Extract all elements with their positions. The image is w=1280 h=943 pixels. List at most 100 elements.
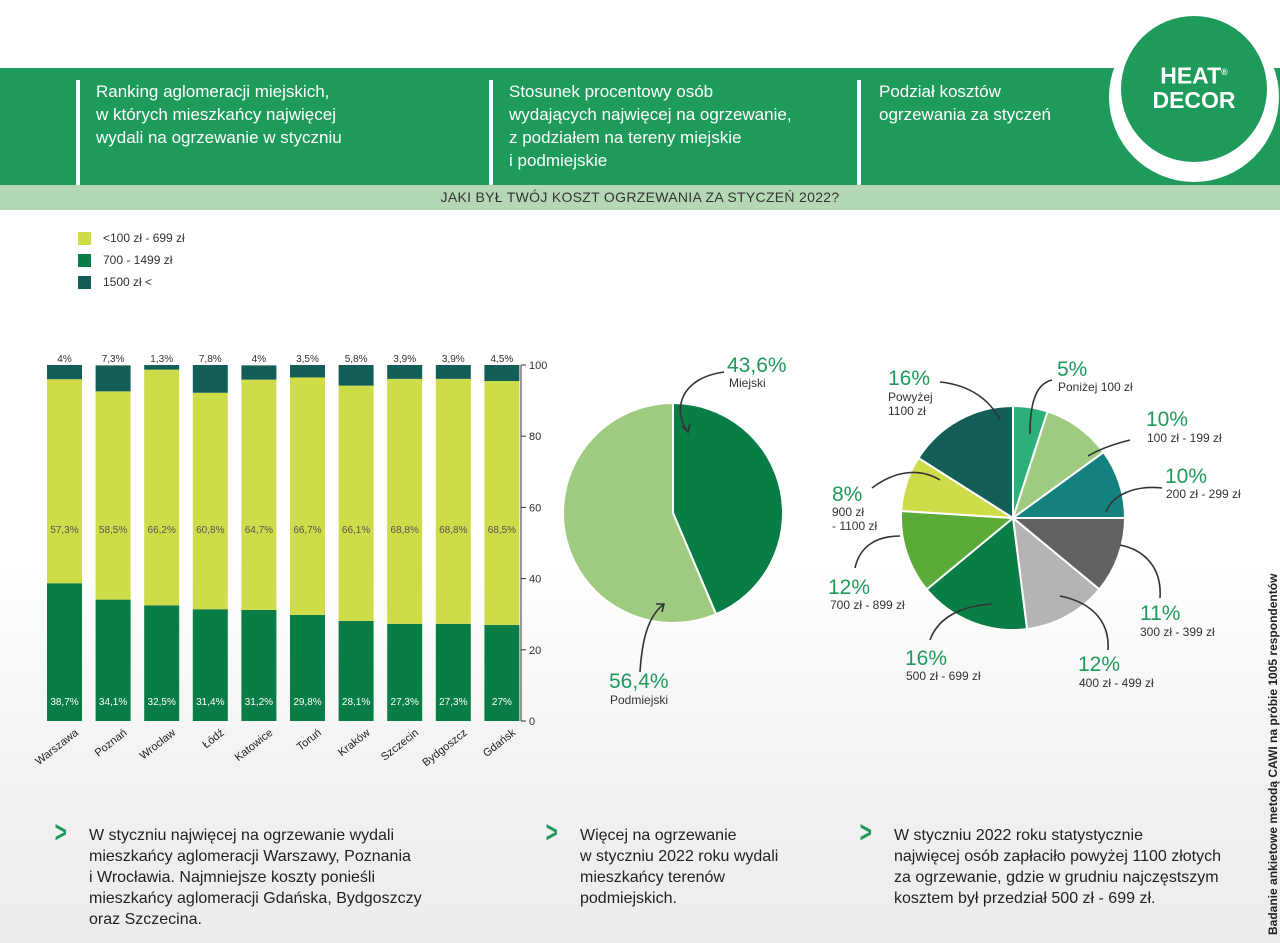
legend-label: 700 - 1499 zł	[103, 253, 173, 267]
callout-arrow	[1059, 595, 1109, 651]
bar-1500-plus	[47, 365, 82, 380]
callout-arrow	[639, 603, 665, 673]
bar-100-699	[290, 377, 325, 615]
pie-value-label: 16%	[888, 367, 930, 390]
pie-value-label: 11%	[1140, 602, 1180, 625]
callout-arrow	[1105, 486, 1163, 513]
callout-arrow	[1029, 379, 1053, 435]
pie-category-label: Podmiejski	[610, 693, 668, 707]
bar-data-label: 3,9%	[393, 354, 416, 365]
pie-category-label: Poniżej 100 zł	[1058, 380, 1133, 394]
bar-data-label: 4,5%	[491, 354, 514, 365]
pie-category-label: 300 zł - 399 zł	[1140, 625, 1215, 639]
callout-arrow	[939, 381, 1001, 421]
logo	[1121, 16, 1267, 162]
logo-word-decor: DECOR	[1152, 86, 1236, 113]
logo-registered-mark: ®	[1221, 67, 1228, 77]
bar-1500-plus	[144, 365, 180, 370]
callout-arrow	[929, 603, 993, 641]
note-costs: W styczniu 2022 roku statystycznie najwi…	[894, 827, 1221, 907]
header-divider	[76, 80, 80, 185]
bar-1500-plus	[387, 365, 423, 379]
bar-data-label: 31,2%	[245, 697, 273, 708]
legend-swatch	[78, 254, 91, 267]
bar-700-1499	[144, 605, 180, 721]
y-tick-label: 0	[529, 716, 535, 728]
header-divider	[489, 80, 493, 185]
callout-arrow	[854, 535, 901, 569]
bar-700-1499	[484, 624, 520, 721]
header-band: Ranking aglomeracji miejskich, w których…	[0, 68, 1280, 185]
header-column-ratio: Stosunek procentowy osób wydających najw…	[489, 68, 849, 185]
bar-100-699	[241, 379, 277, 610]
pie-category-label: 700 zł - 899 zł	[830, 598, 905, 612]
chevron-icon: >	[54, 816, 67, 849]
header-title-costs: Podział kosztów ogrzewania za styczeń	[879, 82, 1051, 124]
bar-data-label: 7,3%	[102, 354, 125, 365]
bar-700-1499	[47, 583, 82, 721]
bar-data-label: 32,5%	[148, 697, 176, 708]
bar-data-label: 38,7%	[50, 697, 78, 708]
bar-data-label: 60,8%	[196, 525, 224, 536]
bar-1500-plus	[192, 365, 228, 393]
legend-swatch	[78, 276, 91, 289]
callout-arrow	[1119, 544, 1161, 599]
logo-text: HEAT® DECOR	[1121, 60, 1267, 112]
bar-1500-plus	[241, 365, 277, 380]
pie-category-label: 900 zł - 1100 zł	[832, 505, 877, 533]
bar-data-label: 4%	[252, 354, 267, 365]
pie-category-label: 200 zł - 299 zł	[1166, 487, 1241, 501]
pie-slice	[672, 401, 784, 616]
chevron-icon: >	[859, 816, 872, 849]
survey-question: JAKI BYŁ TWÓJ KOSZT OGRZEWANIA ZA STYCZE…	[440, 189, 840, 205]
bar-data-label: 66,2%	[148, 525, 176, 536]
survey-method-note: Badanie ankietowe metodą CAWI na próbie …	[1266, 573, 1280, 935]
bar-data-label: 64,7%	[245, 525, 273, 536]
pie-slice	[917, 404, 1014, 520]
pie-value-label: 10%	[1146, 408, 1188, 431]
bar-data-label: 27,3%	[391, 697, 419, 708]
pie-slice	[900, 509, 1016, 591]
y-tick-label: 20	[529, 645, 541, 657]
bar-data-label: 28,1%	[342, 697, 370, 708]
bar-1500-plus	[290, 365, 325, 378]
pie-value-label: 5%	[1057, 358, 1087, 381]
header-title-ranking: Ranking aglomeracji miejskich, w których…	[96, 82, 342, 147]
pie-value-label: 12%	[1078, 653, 1120, 676]
pie-category-label: Powyżej 1100 zł	[888, 390, 933, 418]
callout-arrow	[679, 371, 725, 433]
legend-swatch	[78, 232, 91, 245]
bar-100-699	[338, 385, 374, 621]
header-divider	[857, 80, 861, 185]
bar-data-label: 1,3%	[150, 354, 173, 365]
pie-slice	[562, 401, 718, 624]
pie-value-label: 16%	[905, 647, 947, 670]
bar-data-label: 27%	[492, 697, 512, 708]
pie-value-label: 43,6%	[727, 354, 787, 377]
header-column-costs: Podział kosztów ogrzewania za styczeń	[857, 68, 1097, 185]
pie-value-label: 12%	[828, 576, 870, 599]
bar-data-label: 66,1%	[342, 525, 370, 536]
y-tick-label: 40	[529, 574, 541, 586]
bar-data-label: 58,5%	[99, 525, 127, 536]
logo-word-heat: HEAT	[1160, 62, 1222, 89]
bar-data-label: 68,8%	[391, 525, 419, 536]
bar-data-label: 3,9%	[442, 354, 465, 365]
arrow-head	[681, 423, 691, 434]
bar-1500-plus	[484, 365, 520, 382]
pie-slice	[1010, 517, 1127, 591]
bar-100-699	[47, 379, 82, 584]
pie-category-label: 400 zł - 499 zł	[1079, 676, 1154, 690]
callout-arrow	[1087, 439, 1131, 457]
chevron-icon: >	[545, 816, 558, 849]
bar-data-label: 66,7%	[293, 525, 321, 536]
y-tick-label: 100	[529, 360, 547, 372]
bar-700-1499	[338, 620, 374, 721]
bar-data-label: 68,8%	[439, 525, 467, 536]
bar-100-699	[192, 392, 228, 610]
bar-1500-plus	[338, 365, 374, 386]
bar-data-label: 34,1%	[99, 697, 127, 708]
